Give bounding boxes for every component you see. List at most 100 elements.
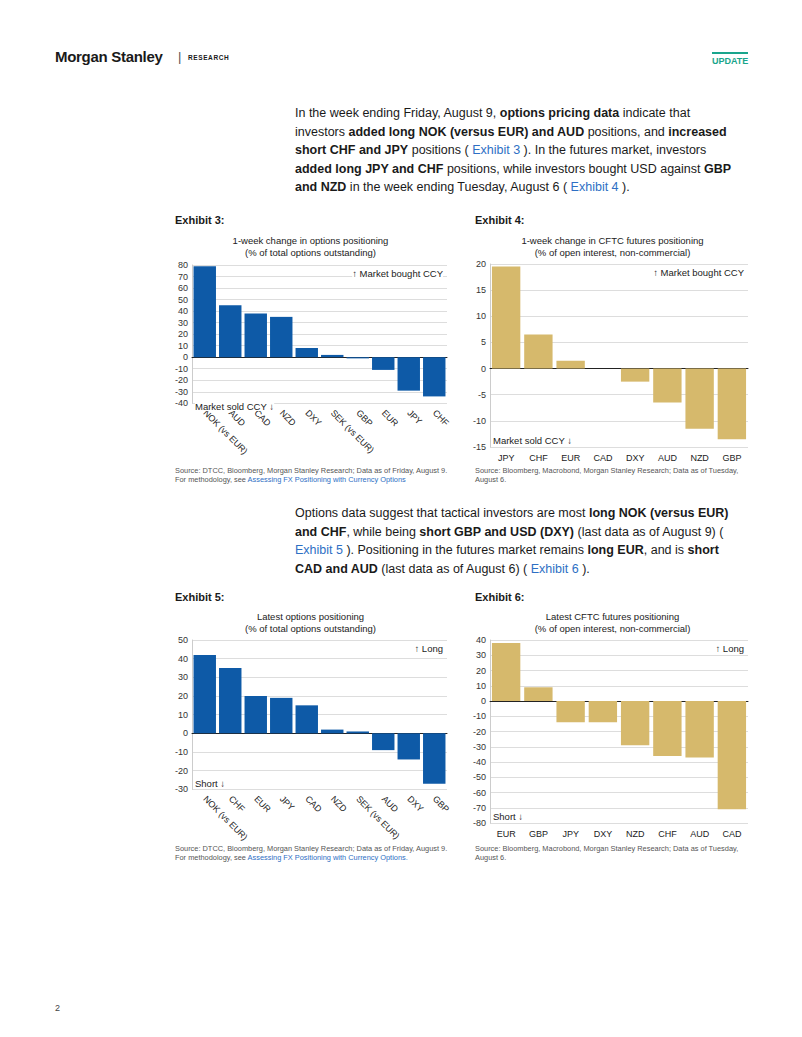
html-text:In the week ending Friday, Aug: In the week ending Friday, August 9, opt… — [295, 106, 727, 158]
svg-text:10: 10 — [476, 681, 486, 691]
svg-text:CHF: CHF — [529, 453, 548, 463]
svg-text:10: 10 — [476, 311, 486, 321]
svg-text:↑ Market bought CCY: ↑ Market bought CCY — [653, 267, 744, 278]
svg-text:DXY: DXY — [626, 453, 645, 463]
html-text:Options data suggest that tact: Options data suggest that tactical inves… — [295, 506, 729, 539]
svg-text:-80: -80 — [473, 818, 486, 828]
svg-text:Market sold CCY ↓: Market sold CCY ↓ — [195, 401, 274, 412]
svg-text:-10: -10 — [175, 364, 188, 374]
svg-text:JPY: JPY — [498, 453, 515, 463]
svg-text:50: 50 — [178, 635, 188, 645]
svg-text:Short ↓: Short ↓ — [195, 778, 225, 789]
html-text:Exhibit 5). Positioning in the: Exhibit 5). Positioning in the futures m… — [295, 543, 719, 576]
svg-text:↑ Long: ↑ Long — [715, 643, 744, 654]
svg-text:40: 40 — [476, 635, 486, 645]
svg-text:DXY: DXY — [303, 408, 323, 428]
svg-text:↑ Long: ↑ Long — [414, 643, 443, 654]
svg-text:AUD: AUD — [658, 453, 678, 463]
svg-text:SEK (vs EUR): SEK (vs EUR) — [329, 408, 376, 455]
svg-text:30: 30 — [178, 318, 188, 328]
svg-text:60: 60 — [178, 283, 188, 293]
html-text:Source: DTCC, Bloomberg, Morga: Source: DTCC, Bloomberg, Morgan Stanley … — [175, 466, 448, 485]
svg-text:-40: -40 — [175, 398, 188, 408]
svg-text:GBP: GBP — [722, 453, 741, 463]
svg-text:-10: -10 — [473, 711, 486, 721]
svg-text:EUR: EUR — [380, 408, 401, 429]
svg-text:JPY: JPY — [278, 794, 297, 813]
svg-text:20: 20 — [476, 666, 486, 676]
svg-text:EUR: EUR — [561, 453, 581, 463]
svg-text:SEK (vs EUR): SEK (vs EUR) — [354, 794, 401, 841]
svg-text:-20: -20 — [175, 375, 188, 385]
svg-text:GBP: GBP — [529, 829, 548, 839]
svg-text:30: 30 — [178, 672, 188, 682]
svg-text:20: 20 — [178, 329, 188, 339]
svg-text:NZD: NZD — [329, 794, 349, 814]
svg-text:70: 70 — [178, 272, 188, 282]
svg-text:(% of total options outstandin: (% of total options outstanding) — [245, 247, 376, 258]
svg-text:-40: -40 — [473, 757, 486, 767]
svg-text:(% of open interest, non-comme: (% of open interest, non-commercial) — [535, 623, 691, 634]
svg-text:EUR: EUR — [252, 794, 273, 815]
svg-text:-5: -5 — [478, 390, 486, 400]
svg-text:0: 0 — [481, 696, 486, 706]
svg-text:GBP: GBP — [354, 408, 374, 428]
svg-text:-20: -20 — [473, 727, 486, 737]
svg-text:Latest options positioning: Latest options positioning — [257, 611, 364, 622]
svg-text:20: 20 — [476, 259, 486, 269]
svg-text:-30: -30 — [473, 742, 486, 752]
svg-text:15: 15 — [476, 285, 486, 295]
svg-text:20: 20 — [178, 691, 188, 701]
svg-text:NOK (vs EUR): NOK (vs EUR) — [201, 408, 249, 456]
svg-text:-30: -30 — [175, 784, 188, 794]
svg-text:1-week change in CFTC futures: 1-week change in CFTC futures positionin… — [521, 235, 703, 246]
svg-text:80: 80 — [178, 260, 188, 270]
svg-text:DXY: DXY — [405, 794, 425, 814]
svg-text:CHF: CHF — [227, 794, 247, 814]
svg-text:-15: -15 — [473, 442, 486, 452]
svg-text:JPY: JPY — [562, 829, 579, 839]
svg-text:-50: -50 — [473, 772, 486, 782]
svg-text:(% of open interest, non-comme: (% of open interest, non-commercial) — [535, 247, 691, 258]
svg-text:50: 50 — [178, 295, 188, 305]
svg-text:NZD: NZD — [278, 408, 298, 428]
svg-text:CAD: CAD — [303, 794, 324, 815]
svg-text:GBP: GBP — [431, 794, 451, 814]
svg-text:0: 0 — [183, 352, 188, 362]
svg-text:Latest CFTC futures positionin: Latest CFTC futures positioning — [546, 611, 680, 622]
svg-text:JPY: JPY — [405, 408, 424, 427]
svg-text:EUR: EUR — [497, 829, 517, 839]
svg-text:40: 40 — [178, 654, 188, 664]
svg-text:CHF: CHF — [431, 408, 451, 428]
svg-text:CAD: CAD — [593, 453, 613, 463]
svg-text:40: 40 — [178, 306, 188, 316]
svg-text:Short ↓: Short ↓ — [493, 811, 523, 822]
svg-text:30: 30 — [476, 650, 486, 660]
svg-text:-10: -10 — [175, 747, 188, 757]
svg-text:-10: -10 — [473, 416, 486, 426]
svg-text:-20: -20 — [175, 766, 188, 776]
svg-text:5: 5 — [481, 337, 486, 347]
svg-text:10: 10 — [178, 341, 188, 351]
svg-text:DXY: DXY — [594, 829, 613, 839]
svg-text:AUD: AUD — [226, 407, 248, 429]
svg-text:CHF: CHF — [658, 829, 677, 839]
svg-text:0: 0 — [481, 364, 486, 374]
svg-text:AUD: AUD — [690, 829, 710, 839]
svg-text:NZD: NZD — [626, 829, 645, 839]
svg-text:-70: -70 — [473, 803, 486, 813]
svg-text:-30: -30 — [175, 387, 188, 397]
svg-text:Market sold CCY ↓: Market sold CCY ↓ — [493, 435, 572, 446]
svg-text:10: 10 — [178, 710, 188, 720]
svg-text:↑ Market bought CCY: ↑ Market bought CCY — [352, 268, 443, 279]
html-text:added long JPY and CHF positio: added long JPY and CHF positions, while … — [295, 161, 731, 195]
svg-text:(% of total options outstandin: (% of total options outstanding) — [245, 623, 376, 634]
svg-text:-60: -60 — [473, 788, 486, 798]
svg-text:1-week change in options posit: 1-week change in options positioning — [233, 235, 389, 246]
svg-text:NOK (vs EUR): NOK (vs EUR) — [201, 794, 249, 842]
svg-text:CAD: CAD — [252, 407, 273, 429]
svg-text:AUD: AUD — [380, 794, 401, 815]
svg-text:CAD: CAD — [722, 829, 742, 839]
svg-text:0: 0 — [183, 728, 188, 738]
svg-text:NZD: NZD — [690, 453, 709, 463]
